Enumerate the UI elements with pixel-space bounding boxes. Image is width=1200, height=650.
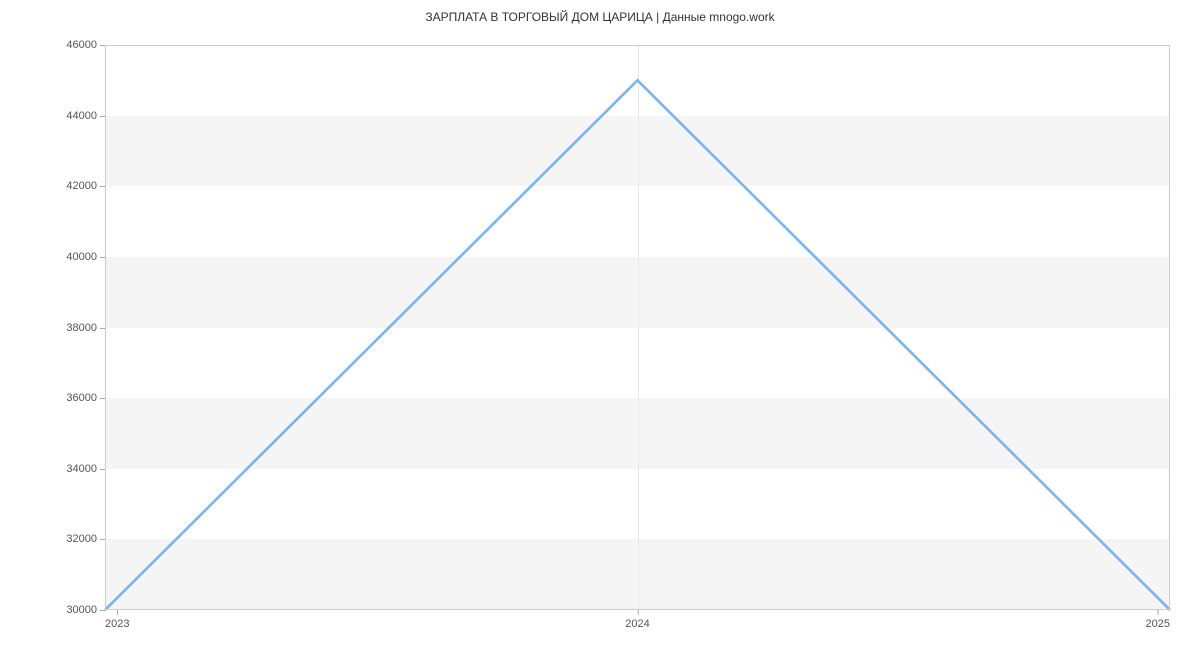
- x-tick-label: 2023: [105, 610, 129, 630]
- y-tick-label: 44000: [66, 110, 105, 122]
- line-series-layer: [105, 45, 1170, 610]
- y-tick-label: 34000: [66, 463, 105, 475]
- y-tick-label: 38000: [66, 322, 105, 334]
- y-tick-label: 46000: [66, 39, 105, 51]
- chart-plot-area: 3000032000340003600038000400004200044000…: [105, 45, 1170, 610]
- chart-title: ЗАРПЛАТА В ТОРГОВЫЙ ДОМ ЦАРИЦА | Данные …: [0, 0, 1200, 24]
- x-tick-label: 2024: [625, 610, 649, 630]
- y-tick-label: 42000: [66, 180, 105, 192]
- x-tick-label: 2025: [1146, 610, 1170, 630]
- y-tick-label: 36000: [66, 392, 105, 404]
- y-tick-label: 30000: [66, 604, 105, 616]
- y-tick-label: 40000: [66, 251, 105, 263]
- y-tick-label: 32000: [66, 533, 105, 545]
- line-series: [105, 80, 1170, 610]
